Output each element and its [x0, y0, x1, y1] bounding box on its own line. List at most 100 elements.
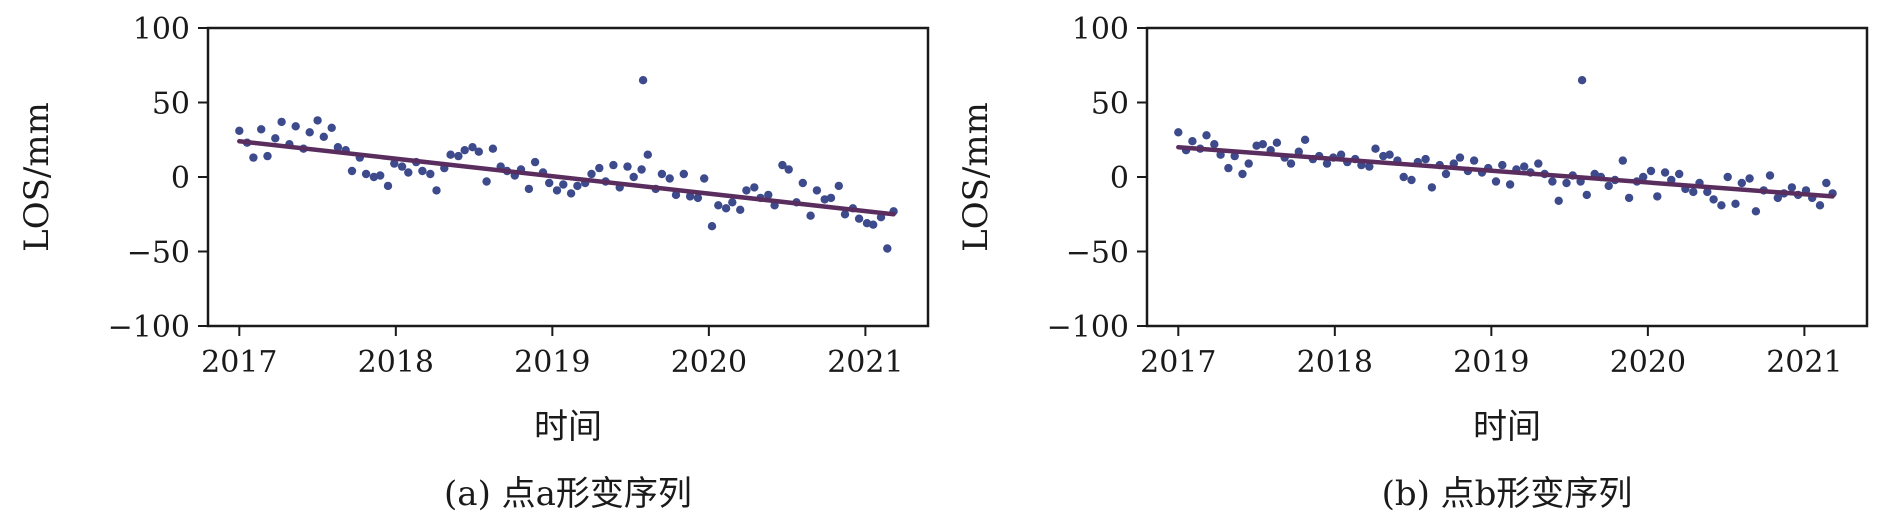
data-point — [1336, 150, 1346, 159]
data-point — [1660, 168, 1670, 177]
data-point — [468, 143, 477, 152]
data-point — [1188, 137, 1197, 146]
data-point — [1745, 174, 1754, 183]
data-point — [305, 128, 314, 137]
data-point — [629, 172, 638, 182]
y-tick-label: 0 — [171, 161, 190, 196]
data-point — [1646, 166, 1656, 176]
data-point — [869, 220, 878, 229]
data-point — [883, 244, 892, 253]
data-point — [460, 146, 469, 155]
data-point — [426, 169, 435, 179]
data-point — [707, 222, 717, 231]
data-point — [376, 171, 385, 180]
y-tick-label: 0 — [1110, 161, 1129, 196]
data-point — [595, 163, 604, 173]
data-point — [778, 160, 787, 170]
data-point — [643, 150, 652, 159]
x-axis: 2017 2018 2019 2020 2021 — [1140, 326, 1843, 380]
data-point — [812, 186, 822, 195]
data-point — [1238, 169, 1247, 179]
data-point — [1723, 172, 1732, 182]
y-tick-label: −50 — [1066, 236, 1129, 271]
data-point — [1379, 151, 1388, 161]
data-point — [432, 186, 441, 195]
data-point — [1407, 175, 1416, 185]
data-point — [1717, 201, 1726, 210]
data-point — [1787, 183, 1797, 192]
data-point — [671, 190, 681, 200]
data-point — [1773, 193, 1783, 203]
data-point — [573, 181, 582, 191]
data-point — [291, 122, 300, 131]
data-point — [1322, 159, 1332, 168]
data-point — [1653, 192, 1662, 201]
data-point — [806, 211, 815, 220]
data-point — [1365, 162, 1374, 171]
data-point — [1709, 195, 1718, 204]
data-point — [1371, 144, 1380, 153]
x-axis-label: 时间 — [1473, 407, 1541, 447]
x-tick-label: 2018 — [1297, 345, 1373, 380]
trend-line — [237, 138, 896, 217]
data-point — [361, 169, 371, 179]
data-point — [1385, 150, 1394, 159]
data-point — [1731, 199, 1740, 208]
data-point — [742, 186, 751, 195]
data-point — [1300, 135, 1310, 144]
data-point — [1675, 169, 1684, 179]
data-point — [1520, 162, 1529, 171]
x-tick-label: 2018 — [358, 345, 434, 380]
scatter-points — [1174, 76, 1837, 216]
data-point — [1427, 183, 1437, 192]
data-point — [637, 165, 646, 174]
data-point — [840, 210, 850, 219]
data-point — [1703, 187, 1712, 197]
data-point — [1441, 169, 1451, 179]
data-point — [1822, 178, 1831, 188]
x-axis: 2017 2018 2019 2020 2021 — [201, 326, 904, 380]
data-point — [657, 169, 667, 179]
data-point — [271, 134, 280, 143]
data-point — [313, 116, 322, 125]
data-point — [1202, 131, 1211, 140]
data-point — [609, 160, 618, 170]
data-point — [1751, 207, 1761, 216]
data-point — [418, 166, 427, 176]
y-tick-label: 50 — [1091, 87, 1129, 122]
data-point — [750, 183, 759, 192]
panel-caption: (b) 点b形变序列 — [1382, 474, 1633, 514]
data-point — [1624, 193, 1634, 203]
data-point — [685, 192, 695, 201]
data-point — [1554, 196, 1563, 205]
data-point — [1737, 178, 1747, 188]
data-point — [1286, 159, 1296, 168]
y-tick-label: 100 — [1072, 12, 1129, 47]
x-tick-label: 2020 — [1610, 345, 1686, 380]
data-point — [834, 181, 843, 191]
data-point — [665, 174, 674, 183]
scatter-points — [235, 76, 898, 253]
data-point — [1210, 140, 1219, 149]
y-tick-label: 50 — [152, 87, 190, 122]
y-axis-label: LOS/mm — [956, 102, 996, 252]
data-point — [235, 126, 244, 135]
data-point — [369, 172, 379, 182]
data-point — [1582, 190, 1592, 200]
data-point — [854, 214, 864, 223]
data-point — [587, 169, 596, 179]
y-axis: 100 50 0 −50 −100 — [1047, 12, 1147, 345]
y-axis-label: LOS/mm — [17, 102, 57, 252]
data-point — [1230, 151, 1239, 161]
data-point — [1689, 187, 1698, 197]
panel-caption: (a) 点a形变序列 — [444, 474, 692, 514]
data-point — [1224, 163, 1233, 173]
data-point — [397, 162, 407, 171]
data-point — [1399, 172, 1408, 182]
data-point — [679, 169, 688, 179]
data-point — [488, 144, 498, 153]
data-point — [1548, 177, 1557, 186]
data-point — [1421, 154, 1430, 164]
y-tick-label: −50 — [127, 236, 190, 271]
